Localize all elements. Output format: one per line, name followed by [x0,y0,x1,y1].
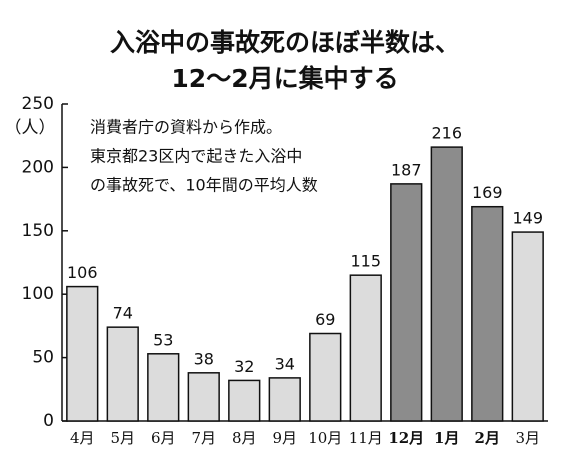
y-tick-label: 250 [22,94,54,114]
x-tick-label: 12月 [388,429,424,447]
data-label: 169 [472,183,503,202]
data-label: 106 [67,263,98,282]
data-label: 115 [350,252,381,271]
bar [106,326,139,422]
y-tick-label: 200 [22,157,54,177]
x-tick-label: 10月 [308,429,342,447]
annotation: 東京都23区内で起きた入浴中 [90,147,302,166]
data-label: 187 [391,160,422,179]
bar [430,146,463,422]
x-tick-label: 3月 [515,429,540,447]
y-tick-label: 100 [22,284,54,304]
data-label: 38 [194,349,214,368]
x-tick-label: 6月 [151,429,176,447]
x-tick-label: 8月 [232,429,257,447]
x-tick-label: 4月 [70,429,95,447]
x-tick-label: 9月 [272,429,297,447]
bar [390,183,423,422]
annotation: の事故死で、10年間の平均人数 [90,176,318,195]
y-tick-label: 150 [22,221,54,241]
data-label: 216 [431,124,462,143]
data-label: 53 [153,330,173,349]
bar [228,379,261,422]
x-tick-label: 1月 [434,429,459,447]
y-tick-label: 50 [32,348,54,368]
data-label: 34 [275,354,295,373]
x-tick-label: 11月 [349,429,383,447]
x-tick-label: 7月 [191,429,216,447]
bar [66,285,99,422]
chart-subtitle: 12～2月に集中する [171,64,398,93]
y-axis-label: （人） [5,118,56,138]
bar [349,274,382,422]
bar [268,377,301,422]
x-tick-label: 5月 [110,429,135,447]
bar [511,231,544,422]
data-label: 32 [234,357,254,376]
annotation: 消費者庁の資料から作成。 [90,118,282,137]
data-label: 149 [512,209,543,228]
y-tick-label: 0 [43,411,54,431]
bar [147,353,180,422]
bar [309,332,342,422]
x-tick-label: 2月 [475,429,500,447]
data-label: 69 [315,310,335,329]
bar [471,205,504,422]
chart-title: 入浴中の事故死のほぼ半数は、 [110,28,460,57]
bar [187,372,220,422]
data-label: 74 [113,304,133,323]
